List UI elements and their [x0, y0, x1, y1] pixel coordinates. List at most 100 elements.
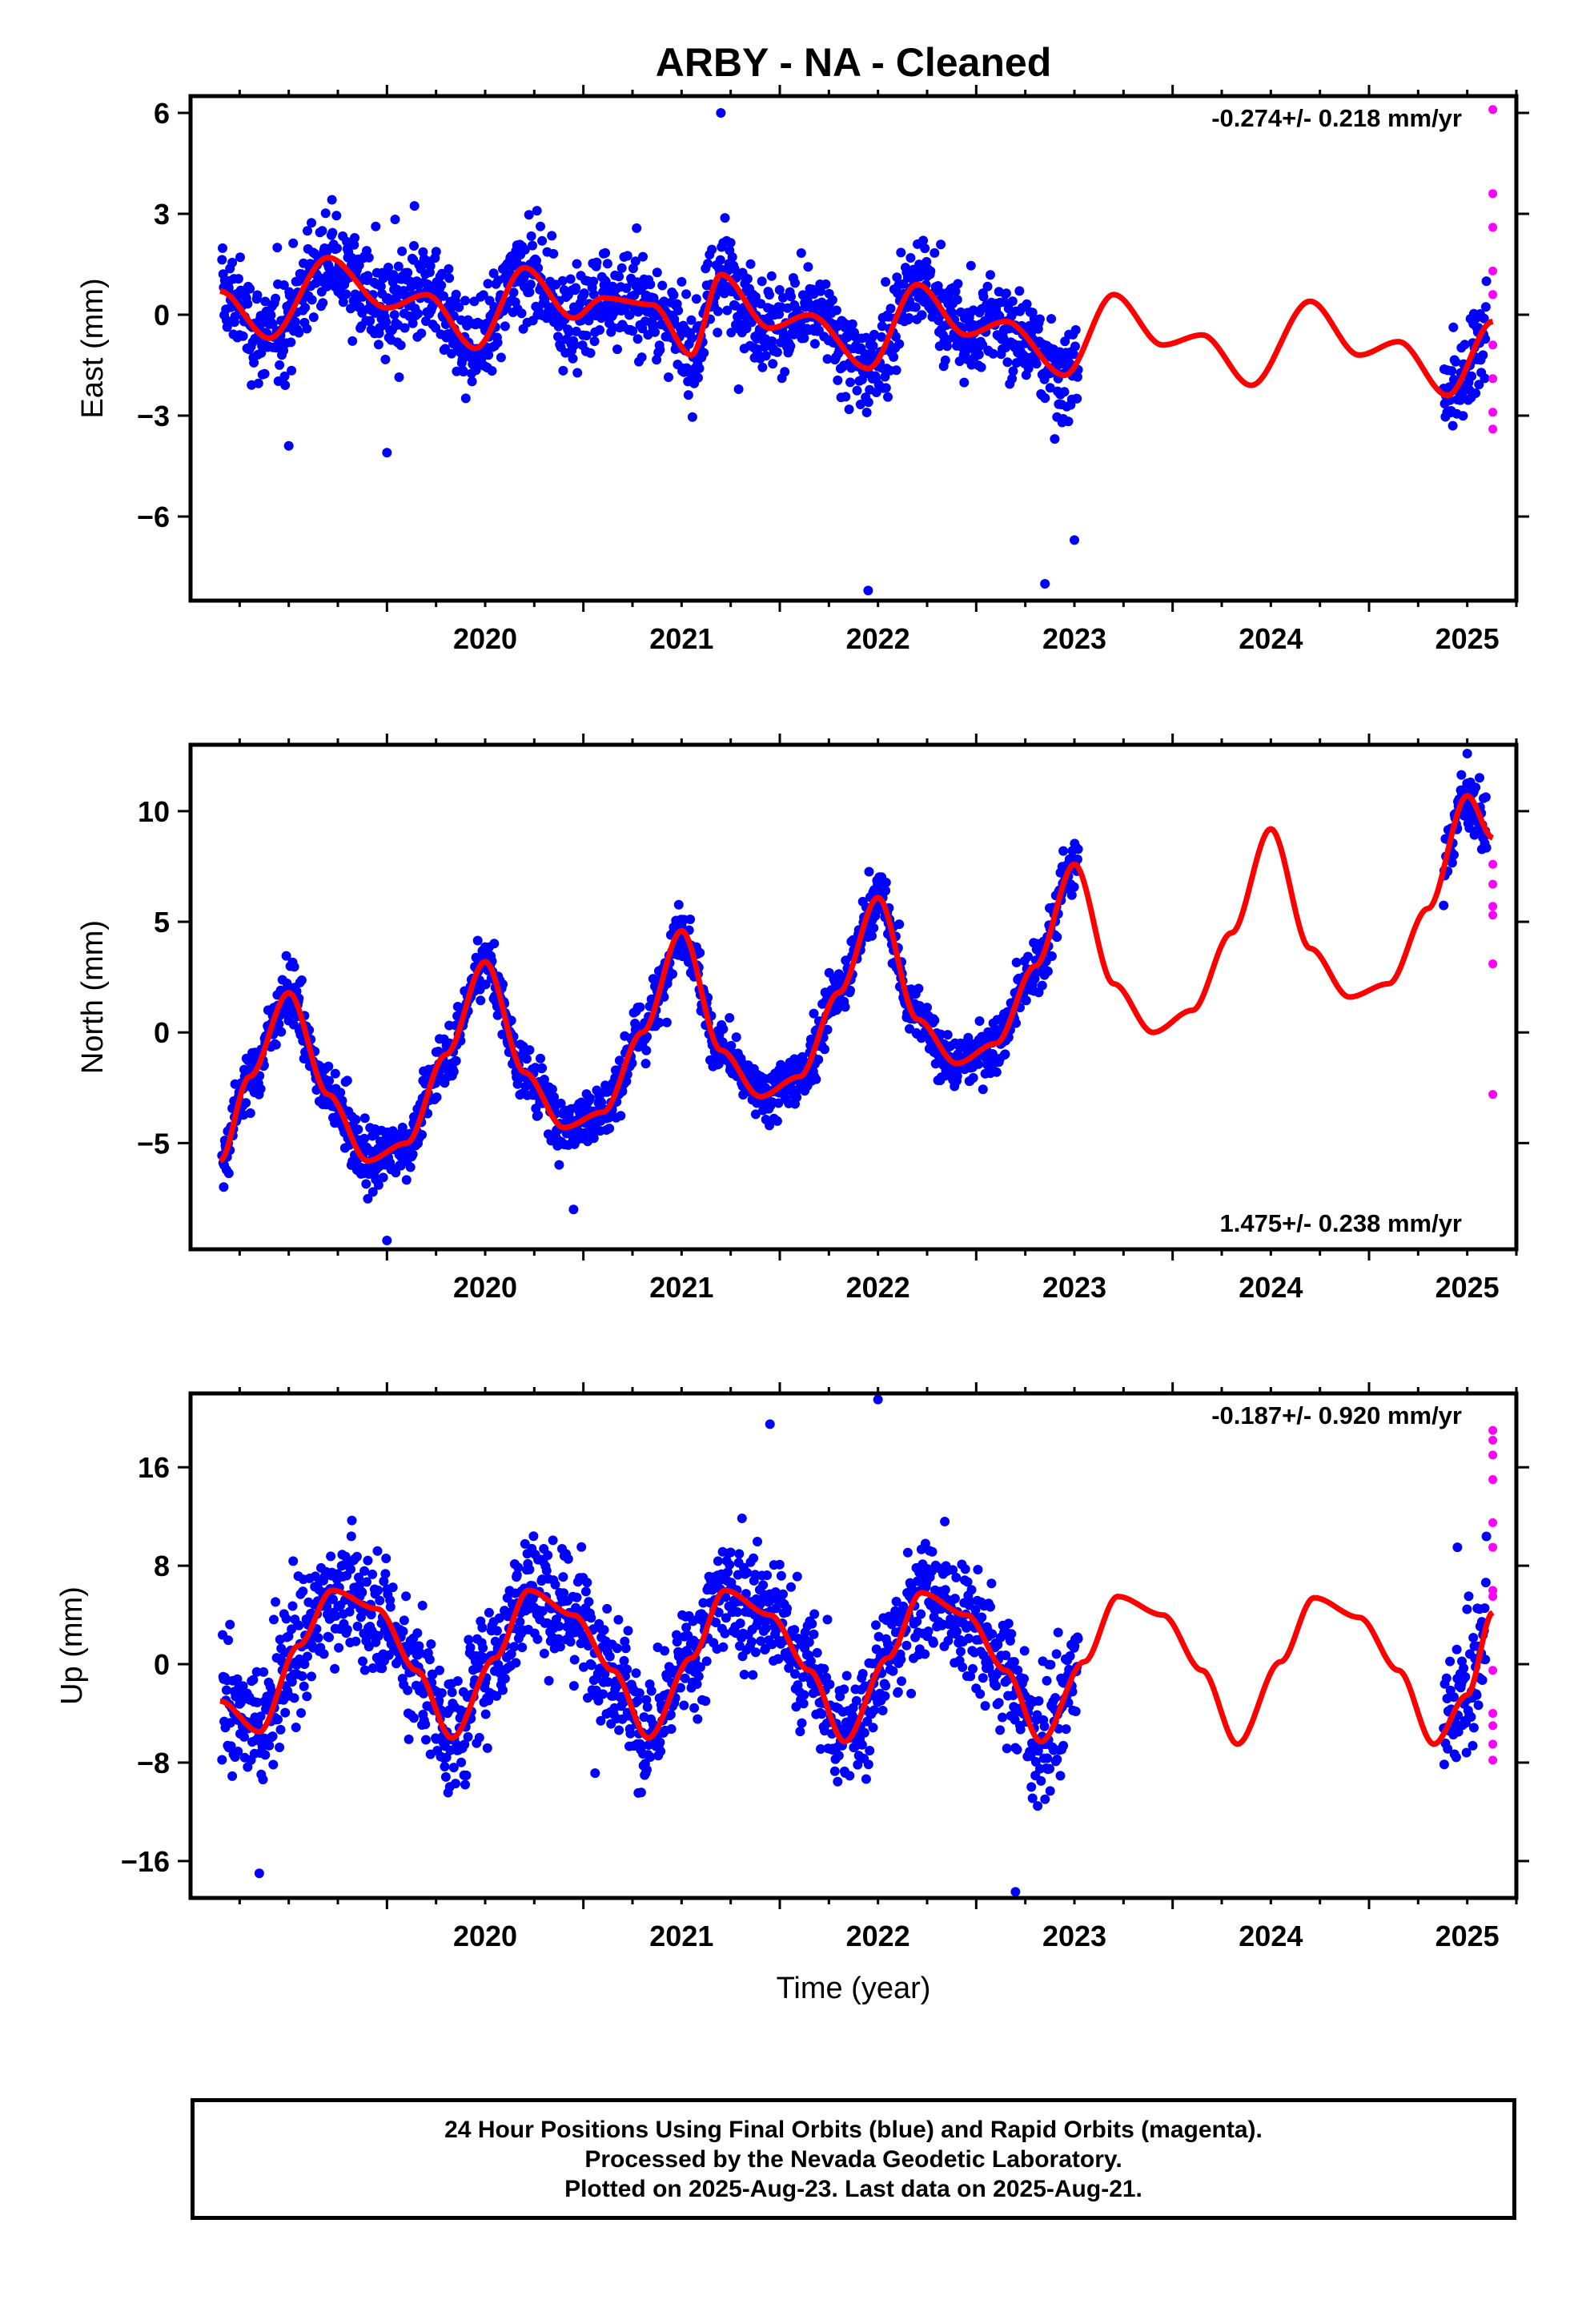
final-orbit-point [294, 328, 304, 338]
final-orbit-point [711, 1618, 721, 1627]
final-orbit-point [419, 1688, 429, 1699]
final-orbit-point [474, 1663, 484, 1673]
final-orbit-point [1443, 1743, 1453, 1754]
final-orbit-point [920, 1538, 930, 1549]
final-orbit-point [819, 1663, 829, 1674]
final-orbit-point [600, 1669, 610, 1679]
final-orbit-point [1045, 1763, 1054, 1774]
x-tick-label: 2025 [1435, 1920, 1500, 1952]
final-orbit-point [894, 339, 905, 349]
final-orbit-point [334, 1642, 344, 1653]
final-orbit-point [952, 1626, 962, 1637]
final-orbit-point [288, 1556, 299, 1566]
final-orbit-point [1073, 1634, 1083, 1644]
final-orbit-point [742, 1567, 753, 1578]
final-orbit-point [621, 283, 632, 293]
final-orbit-point [347, 336, 358, 346]
final-orbit-point [272, 243, 283, 253]
final-orbit-point [567, 1618, 577, 1629]
final-orbit-point [380, 1569, 391, 1579]
final-orbit-point [930, 247, 940, 258]
final-orbit-point [797, 1051, 808, 1062]
final-orbit-point [488, 268, 499, 279]
final-orbit-point [871, 1620, 881, 1630]
final-orbit-point [940, 355, 950, 365]
final-orbit-point [524, 1045, 535, 1055]
final-orbit-point [841, 392, 851, 402]
final-orbit-point [565, 274, 576, 284]
final-orbit-point [839, 1684, 849, 1695]
rapid-orbit-point [1488, 911, 1498, 920]
final-orbit-point [1070, 341, 1080, 352]
final-orbit-point [789, 329, 799, 340]
final-orbit-point [259, 1667, 269, 1677]
final-orbit-point [1036, 1775, 1046, 1786]
final-orbit-point [974, 349, 984, 360]
final-orbit-point [291, 316, 300, 327]
final-orbit-point [923, 1626, 934, 1636]
final-orbit-point [458, 367, 468, 377]
final-orbit-point [425, 261, 436, 271]
final-orbit-point [394, 372, 404, 382]
final-orbit-point [896, 1655, 906, 1665]
final-orbit-point [991, 1681, 1002, 1691]
final-orbit-point [1011, 1018, 1021, 1028]
final-orbit-point [669, 290, 679, 300]
final-orbit-point [1070, 1707, 1081, 1716]
final-orbit-point [635, 1002, 645, 1012]
final-orbit-point [1478, 350, 1488, 360]
final-orbit-point [308, 312, 319, 323]
final-orbit-point [853, 1759, 863, 1770]
final-orbit-point [798, 1699, 809, 1709]
final-orbit-point [452, 1676, 463, 1687]
rapid-orbit-point [1488, 1518, 1498, 1527]
x-tick-label: 2023 [1042, 622, 1106, 655]
final-orbit-point [365, 316, 375, 326]
y-tick-label: 6 [154, 97, 170, 130]
final-orbit-point [661, 1017, 672, 1027]
final-orbit-point [498, 979, 508, 990]
final-orbit-point [681, 289, 692, 300]
final-orbit-point [341, 289, 351, 300]
final-orbit-point [584, 1093, 595, 1104]
final-orbit-point [275, 1724, 286, 1735]
final-orbit-point [778, 1589, 788, 1599]
final-orbit-point [761, 351, 771, 361]
final-orbit-point [986, 1578, 997, 1589]
final-orbit-point [977, 1612, 987, 1622]
final-orbit-point [416, 328, 427, 339]
final-orbit-point [435, 1665, 444, 1675]
final-orbit-point [592, 257, 602, 267]
final-orbit-point [512, 1570, 522, 1580]
final-orbit-point [346, 304, 355, 314]
final-orbit-point [1019, 1674, 1029, 1684]
y-axis-label: East (mm) [76, 278, 110, 418]
final-orbit-point [1069, 882, 1079, 892]
final-orbit-point [268, 1759, 279, 1770]
final-orbit-point [966, 1585, 977, 1595]
final-orbit-point [701, 1656, 712, 1667]
chart-title: ARBY - NA - Cleaned [656, 40, 1052, 85]
final-orbit-point [930, 1015, 940, 1026]
x-axis: 2020 2021 2022 2023 2024 2025 [238, 734, 1518, 1304]
final-orbit-point [403, 1685, 413, 1695]
final-orbit-point [749, 1553, 759, 1563]
final-orbit-point [252, 290, 263, 300]
rate-label: 1.475+/- 0.238 mm/yr [1220, 1209, 1462, 1237]
final-orbit-point [683, 390, 693, 400]
final-orbit-point [673, 305, 684, 316]
final-orbit-point [707, 244, 717, 255]
final-orbit-point [1072, 372, 1082, 382]
final-orbit-point [436, 280, 447, 291]
final-orbit-point [541, 1566, 552, 1576]
final-orbit-point [654, 1018, 665, 1027]
final-orbit-point [988, 348, 998, 359]
final-orbit-point [1051, 1649, 1062, 1659]
final-orbit-point [773, 1654, 784, 1664]
final-orbit-point [1481, 1531, 1492, 1542]
final-orbit-point [373, 1180, 383, 1190]
final-orbit-point [363, 1193, 373, 1204]
final-orbit-point [249, 357, 259, 368]
y-tick-label: 0 [154, 299, 170, 332]
